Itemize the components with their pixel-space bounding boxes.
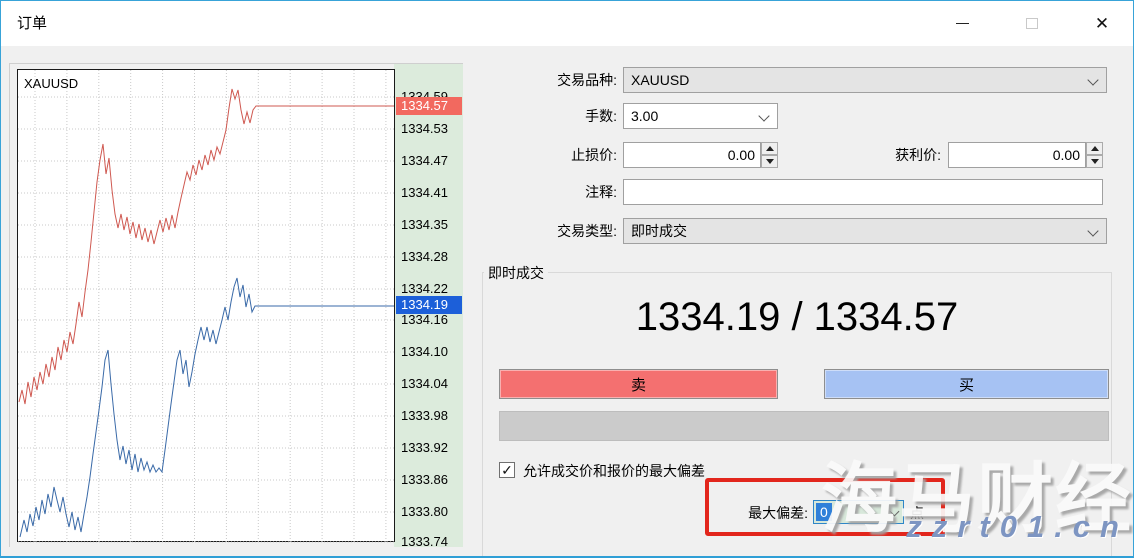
bid-price-badge: 1334.19 (396, 296, 462, 314)
axis-price-label: 1333.80 (401, 504, 448, 519)
stoploss-spinner (761, 142, 778, 168)
chart-symbol-label: XAUUSD (24, 76, 79, 91)
title-bar: 订单 ✕ (1, 1, 1133, 46)
window-title: 订单 (17, 15, 48, 32)
takeprofit-spin-down-button[interactable] (1086, 155, 1103, 168)
takeprofit-field-label: 获利价: (895, 147, 941, 163)
max-deviation-select[interactable]: 0 (813, 500, 904, 524)
deviation-checkbox[interactable]: ✓ (499, 462, 515, 478)
axis-price-label: 1334.28 (401, 249, 448, 264)
ordertype-field-label: 交易类型: (557, 223, 617, 239)
max-deviation-label: 最大偏差: (748, 505, 808, 521)
arrow-down-icon (1090, 159, 1099, 164)
arrow-down-icon (765, 159, 774, 164)
comment-field-label: 注释: (585, 184, 617, 200)
ask-tick-line (18, 88, 394, 405)
instant-execution-groupbox (482, 272, 1112, 556)
chevron-down-icon (1087, 225, 1099, 237)
axis-price-label: 1334.35 (401, 217, 448, 232)
axis-price-label: 1333.74 (401, 534, 448, 549)
stoploss-input[interactable]: 0.00 (623, 142, 761, 168)
axis-price-label: 1334.22 (401, 281, 448, 296)
stoploss-spin-down-button[interactable] (761, 155, 778, 168)
comment-input[interactable] (623, 179, 1103, 205)
axis-price-label: 1334.04 (401, 376, 448, 391)
maximize-button (1009, 1, 1055, 46)
symbol-field-label: 交易品种: (557, 72, 617, 88)
window-controls: ✕ (939, 1, 1125, 46)
ask-price-badge: 1334.57 (396, 97, 462, 115)
tick-chart-panel: XAUUSD 1334.591334.531334.471334.411334.… (9, 63, 463, 549)
symbol-select-value: XAUUSD (631, 72, 690, 88)
takeprofit-spinner (1086, 142, 1103, 168)
buy-button[interactable]: 买 (824, 369, 1109, 399)
tick-chart-svg (18, 70, 396, 543)
maximize-icon (1026, 18, 1038, 29)
axis-price-label: 1334.41 (401, 185, 448, 200)
axis-price-label: 1334.53 (401, 121, 448, 136)
arrow-up-icon (765, 146, 774, 151)
max-deviation-value: 0 (816, 503, 832, 521)
close-icon: ✕ (1094, 14, 1110, 33)
axis-price-label: 1334.47 (401, 153, 448, 168)
stoploss-field-label: 止损价: (571, 147, 617, 163)
bid-ask-quote: 1334.19 / 1334.57 (635, 295, 959, 339)
arrow-up-icon (1090, 146, 1099, 151)
bid-tick-line (19, 277, 394, 538)
instant-execution-group-title: 即时成交 (484, 263, 548, 283)
close-button[interactable]: ✕ (1079, 1, 1125, 46)
volume-select[interactable]: 3.00 (623, 103, 778, 129)
volume-select-value: 3.00 (631, 108, 659, 124)
sell-button[interactable]: 卖 (499, 369, 778, 399)
points-unit-label: 点 (910, 505, 924, 521)
deviation-checkbox-label: 允许成交价和报价的最大偏差 (523, 463, 705, 479)
tick-chart-plot: XAUUSD (17, 69, 396, 543)
disabled-order-button (499, 411, 1109, 441)
axis-price-label: 1333.92 (401, 440, 448, 455)
minimize-icon (955, 23, 969, 24)
chevron-down-icon (758, 110, 770, 122)
axis-price-label: 1333.86 (401, 472, 448, 487)
axis-price-label: 1334.10 (401, 344, 448, 359)
takeprofit-input[interactable]: 0.00 (948, 142, 1086, 168)
chevron-down-icon (889, 506, 900, 517)
ordertype-select-value: 即时成交 (631, 223, 687, 239)
ordertype-select[interactable]: 即时成交 (623, 218, 1107, 244)
axis-price-label: 1334.16 (401, 312, 448, 327)
minimize-button[interactable] (939, 1, 985, 46)
chevron-down-icon (1087, 74, 1099, 86)
takeprofit-spin-up-button[interactable] (1086, 142, 1103, 155)
stoploss-spin-up-button[interactable] (761, 142, 778, 155)
axis-price-label: 1333.98 (401, 408, 448, 423)
volume-field-label: 手数: (585, 108, 617, 124)
symbol-select[interactable]: XAUUSD (623, 67, 1107, 93)
